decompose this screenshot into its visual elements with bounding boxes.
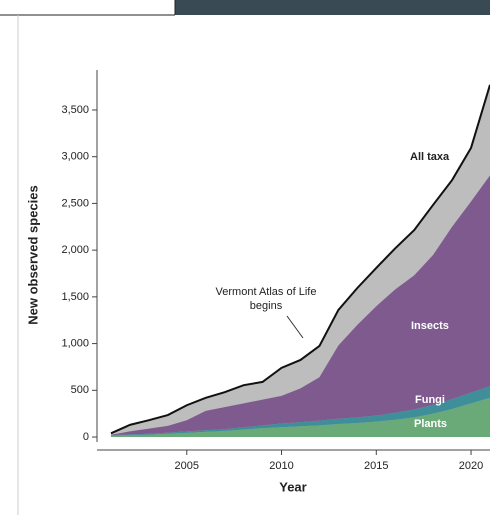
y-tick-label: 2,000: [61, 244, 89, 256]
y-axis-label: New observed species: [25, 185, 40, 324]
y-tick-label: 3,000: [61, 151, 89, 163]
annotation-pointer: [286, 315, 304, 339]
area: [110, 175, 490, 436]
x-axis-label: Year: [279, 479, 306, 494]
annotation: Vermont Atlas of Life begins: [216, 286, 317, 312]
series-label: Plants: [414, 418, 447, 430]
x-tick-label: 2010: [269, 460, 293, 472]
plot-area: [110, 84, 490, 438]
y-tick-label: 500: [71, 384, 89, 396]
series-label: Insects: [411, 320, 449, 332]
total-line: [110, 84, 490, 435]
y-tick-label: 0: [83, 431, 89, 443]
area: [110, 397, 490, 438]
y-tick-label: 1,000: [61, 337, 89, 349]
y-tick-label: 3,500: [61, 104, 89, 116]
annotation-line: Vermont Atlas of Life: [216, 286, 317, 298]
annotation-line: begins: [250, 300, 283, 312]
x-tick-label: 2015: [364, 460, 388, 472]
area: [110, 386, 490, 436]
x-tick-label: 2020: [459, 460, 483, 472]
y-tick-label: 1,500: [61, 291, 89, 303]
photo-strip: [175, 0, 490, 15]
x-tick-label: 2005: [175, 460, 199, 472]
series-label: All taxa: [410, 151, 450, 163]
series-label: Fungi: [415, 394, 445, 406]
y-tick-label: 2,500: [61, 197, 89, 209]
